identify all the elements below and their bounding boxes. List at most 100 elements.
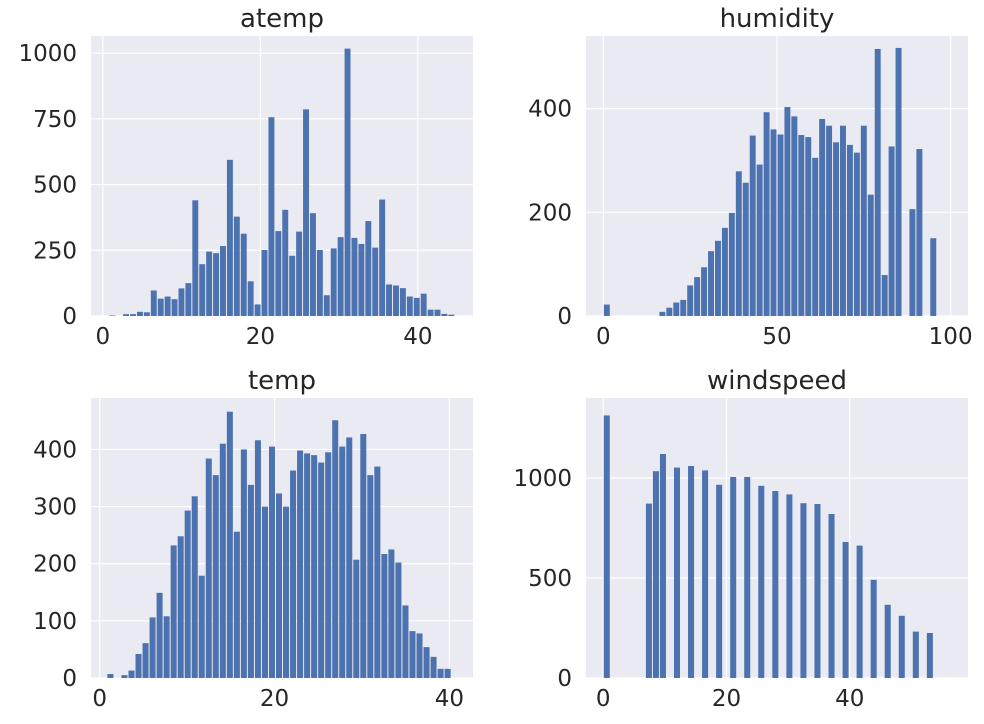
histogram-bar — [318, 462, 325, 678]
histogram-bar — [826, 125, 833, 316]
histogram-bar — [395, 562, 402, 678]
histogram-bar — [233, 531, 240, 678]
histogram-bar — [365, 221, 372, 316]
histogram-bar — [150, 290, 157, 316]
histogram-bar — [652, 471, 659, 678]
histogram-bar — [448, 314, 455, 316]
histogram-bar — [296, 231, 303, 316]
histogram-bar — [721, 227, 728, 316]
y-tick-label: 200 — [33, 552, 77, 578]
x-tick-label: 20 — [260, 686, 289, 712]
y-tick-label: 400 — [528, 97, 572, 123]
histogram-bar — [423, 647, 430, 678]
histogram-bar — [898, 615, 905, 678]
histogram-bar — [441, 313, 448, 316]
histogram-bar — [444, 668, 451, 678]
histogram-bar — [881, 275, 888, 316]
histogram-bar — [178, 288, 185, 316]
x-tick-label: 20 — [246, 324, 275, 350]
x-tick-label: 0 — [95, 324, 110, 350]
histogram-bar — [353, 559, 360, 678]
histogram-bar — [777, 134, 784, 316]
histogram-bar — [290, 470, 297, 678]
histogram-bar — [282, 209, 289, 316]
histogram-bar — [261, 250, 268, 316]
histogram-bar — [870, 579, 877, 678]
histogram-bar — [367, 475, 374, 678]
histogram-bar — [749, 135, 756, 316]
histogram-bar — [437, 668, 444, 678]
histogram-bar — [828, 514, 835, 678]
histogram-bar — [694, 277, 701, 316]
plot-area — [91, 36, 473, 316]
histogram-bar — [128, 670, 135, 678]
histogram-bar — [842, 542, 849, 678]
histogram-bar — [170, 545, 177, 678]
x-tick-label: 40 — [835, 686, 864, 712]
histogram-bar — [192, 200, 199, 316]
histogram-bar — [206, 251, 213, 316]
histogram-bar — [603, 304, 610, 316]
histogram-bar — [130, 314, 136, 316]
histogram-bar — [143, 312, 150, 316]
histogram-bar — [240, 233, 247, 316]
histogram-bar — [135, 654, 142, 678]
histogram-bar — [275, 231, 282, 316]
histogram-bar — [191, 496, 198, 678]
histogram-bar — [226, 411, 233, 678]
histogram-bar — [912, 631, 919, 678]
x-tick-label: 0 — [596, 686, 611, 712]
histogram-bar — [332, 420, 339, 678]
y-tick-label: 0 — [557, 304, 572, 330]
histogram-bar — [344, 48, 351, 316]
histogram-bar — [772, 491, 779, 678]
histogram-bar — [798, 135, 805, 316]
x-tick-label: 50 — [762, 324, 791, 350]
histogram-bar — [297, 450, 304, 678]
histogram-bar — [645, 503, 652, 678]
histogram-bar — [758, 485, 765, 678]
histogram-bar — [226, 159, 233, 316]
histogram-bar — [198, 575, 205, 678]
histogram-bar — [136, 311, 143, 316]
histogram-bar — [247, 281, 254, 316]
histogram-bar — [268, 117, 275, 316]
histogram-bar — [701, 267, 708, 316]
histogram-bar — [393, 285, 399, 316]
subplot-title: atemp — [240, 4, 324, 34]
histogram-bar — [233, 216, 240, 316]
histogram-bar — [386, 284, 393, 316]
histogram-bar — [680, 299, 687, 316]
histogram-bar — [430, 656, 437, 678]
histogram-bar — [867, 194, 874, 316]
histogram-bar — [184, 510, 191, 678]
subplot-atemp: atemp 0 20 40 0 250 500 750 1000 — [18, 4, 473, 350]
x-tick-label: 20 — [712, 686, 741, 712]
histogram-bar — [714, 240, 721, 316]
y-tick-label: 1000 — [513, 466, 572, 492]
y-tick-label: 250 — [33, 238, 77, 264]
histogram-bar — [812, 157, 819, 316]
histogram-bar — [346, 437, 353, 678]
histogram-bar — [406, 296, 413, 316]
histogram-bar — [316, 250, 323, 316]
histogram-bar — [930, 238, 937, 316]
histogram-bar — [860, 125, 867, 316]
histogram-bar — [185, 283, 192, 316]
histogram-bar — [708, 251, 714, 316]
histogram-bar — [756, 164, 763, 316]
subplot-title: humidity — [720, 4, 835, 34]
histogram-bar — [123, 314, 130, 316]
histogram-bar — [240, 449, 247, 678]
histogram-bar — [171, 299, 178, 316]
histogram-bar — [109, 315, 116, 316]
y-tick-label: 300 — [33, 495, 77, 521]
histogram-bar — [416, 633, 423, 678]
histogram-bar — [833, 142, 840, 316]
histogram-bar — [856, 545, 863, 678]
subplot-windspeed: windspeed 0 20 40 0 500 1000 — [513, 366, 968, 712]
y-tick-label: 0 — [557, 666, 572, 692]
histogram-bar — [220, 246, 226, 316]
histogram-bar — [888, 146, 895, 316]
